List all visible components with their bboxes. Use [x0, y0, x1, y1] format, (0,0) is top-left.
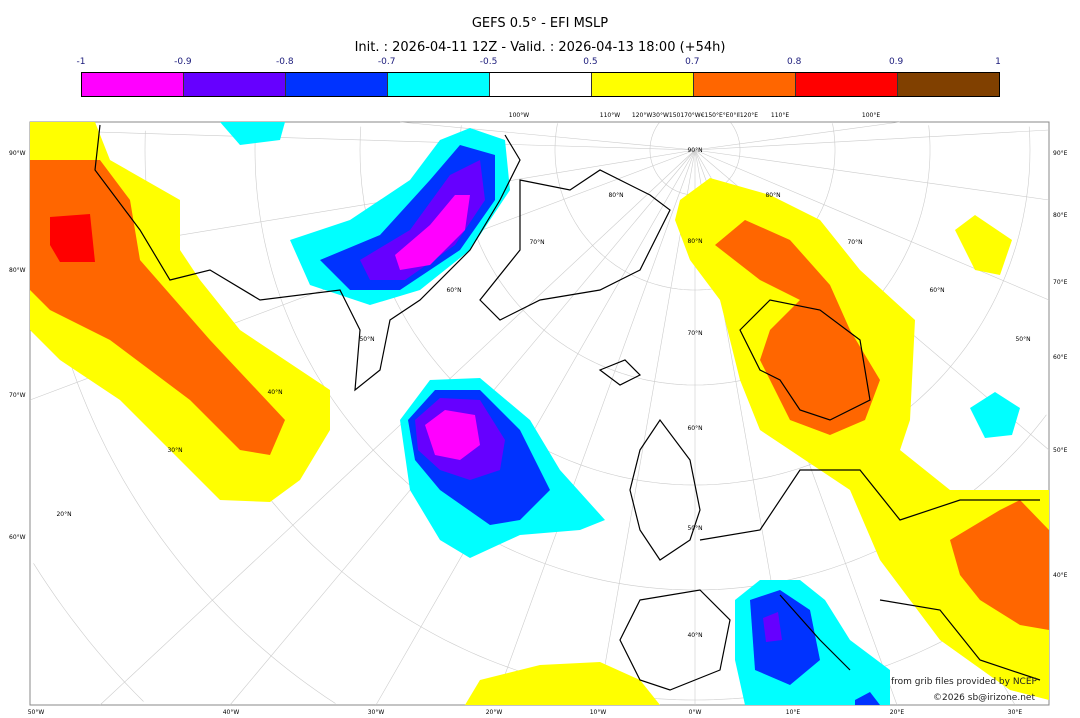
legend-swatch	[286, 73, 388, 96]
top-axis-label: 110°W	[600, 112, 620, 119]
right-axis-label: 60°E	[1053, 354, 1068, 361]
region-purple-greenland	[360, 160, 485, 280]
legend-swatch	[388, 73, 490, 96]
region-yellow-scandinavia	[675, 178, 1049, 700]
right-axis-label: 50°E	[1053, 447, 1068, 454]
meridian	[694, 121, 901, 151]
bottom-axis-label: 30°W	[368, 709, 385, 716]
bottom-axis-label: 20°W	[486, 709, 503, 716]
latitude-label: 70°N	[529, 239, 544, 246]
latitude-label: 40°N	[267, 389, 282, 396]
region-blue-med	[750, 590, 820, 685]
legend-swatch	[694, 73, 796, 96]
parallel	[649, 122, 741, 196]
color-legend	[81, 72, 1000, 97]
meridian	[99, 149, 696, 706]
meridian	[29, 129, 696, 151]
left-axis-label: 90°W	[9, 150, 26, 157]
latitude-label: 20°N	[56, 511, 71, 518]
legend-tick: -0.9	[174, 57, 192, 67]
legend-tick: 0.9	[888, 57, 904, 67]
meridian	[694, 149, 1050, 301]
legend-tick: 0.5	[583, 57, 598, 67]
latitude-label: 80°N	[608, 192, 623, 199]
latitude-label: 30°N	[167, 447, 182, 454]
legend-tick: -0.5	[479, 57, 498, 67]
latitude-label: 60°N	[687, 425, 702, 432]
legend-swatch	[796, 73, 898, 96]
bottom-axis-label: 10°E	[786, 709, 801, 716]
latitude-label: 40°N	[687, 632, 702, 639]
legend-swatch	[82, 73, 184, 96]
parallel	[459, 125, 931, 386]
top-axis-label: 110°E	[771, 112, 789, 119]
legend-swatch	[592, 73, 694, 96]
left-axis-label: 80°W	[9, 267, 26, 274]
meridian	[597, 149, 696, 706]
right-axis-label: 90°E	[1053, 150, 1068, 157]
bottom-axis-label: 40°W	[223, 709, 240, 716]
left-axis-label: 70°W	[9, 392, 26, 399]
left-axis-label: 60°W	[9, 534, 26, 541]
region-cyan-top	[220, 122, 285, 145]
legend-tick: -0.7	[377, 57, 396, 67]
latitude-label: 60°N	[446, 287, 461, 294]
coastlines	[94, 124, 1041, 691]
meridian	[493, 149, 696, 706]
region-cyan-east	[970, 392, 1020, 438]
region-orange-east	[950, 500, 1049, 630]
legend-tick: -0.8	[275, 57, 294, 67]
top-axis-label: 100°E	[862, 112, 880, 119]
region-yellow-south	[465, 662, 660, 705]
top-axis-label: 100°W	[509, 112, 529, 119]
bottom-axis-label: 10°W	[590, 709, 607, 716]
map-labels: 90°W 80°W 70°W 60°W 90°E 80°E 70°E 60°E 50°E 40°E…	[9, 112, 1068, 716]
legend-tick: 0.7	[685, 57, 700, 67]
right-axis-label: 70°E	[1053, 279, 1068, 286]
region-orange-scandinavia	[715, 220, 880, 435]
latitude-label: 90°N	[687, 147, 702, 154]
meridian	[399, 121, 696, 151]
parallel	[359, 126, 1031, 486]
chart-title: GEFS 0.5° - EFI MSLP	[471, 16, 609, 31]
latitude-label: 70°N	[847, 239, 862, 246]
legend-tick: 1	[995, 57, 1001, 67]
legend-swatch	[184, 73, 286, 96]
latitude-label: 70°N	[687, 330, 702, 337]
latitude-label: 80°N	[687, 238, 702, 245]
region-purple-med	[763, 612, 782, 642]
region-magenta-atlantic	[425, 410, 480, 460]
region-red-west	[50, 214, 95, 262]
region-orange-west	[30, 160, 285, 455]
meridian	[694, 149, 1050, 201]
latitude-label: 50°N	[359, 336, 374, 343]
bottom-axis-label: 0°W	[689, 709, 702, 716]
region-blue-se	[855, 692, 880, 705]
credit-copyright: ©2026 sb@irizone.net	[933, 693, 1035, 703]
legend-tick: -1	[76, 57, 86, 67]
parallel	[33, 563, 144, 702]
efi-regions	[30, 122, 1049, 705]
legend-tick: 0.8	[787, 57, 802, 67]
region-yellow-ne	[955, 215, 1012, 275]
bottom-axis-label: 30°E	[1008, 709, 1023, 716]
legend-swatch	[490, 73, 592, 96]
latitude-label: 60°N	[929, 287, 944, 294]
meridian	[694, 129, 1050, 151]
top-axis-label: 120°W30°W150170°W€150°E°E0°Il120°E	[632, 112, 758, 119]
bottom-axis-label: 50°W	[28, 709, 45, 716]
chart-subtitle: Init. : 2026-04-11 12Z - Valid. : 2026-0…	[354, 40, 726, 55]
credit-ncep: from grib files provided by NCEP	[891, 677, 1037, 687]
region-magenta-greenland	[395, 195, 470, 270]
meridian	[375, 149, 696, 706]
latitude-label: 50°N	[1015, 336, 1030, 343]
right-axis-label: 40°E	[1053, 572, 1068, 579]
right-axis-label: 80°E	[1053, 212, 1068, 219]
latitude-label: 80°N	[765, 192, 780, 199]
latitude-label: 50°N	[687, 525, 702, 532]
legend-swatch	[898, 73, 999, 96]
bottom-axis-label: 20°E	[890, 709, 905, 716]
